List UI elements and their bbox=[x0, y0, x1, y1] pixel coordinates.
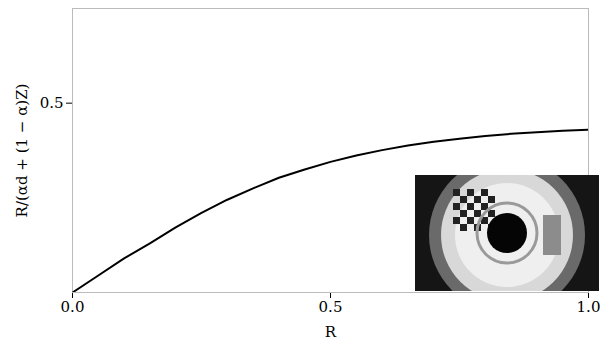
svg-text:0.0: 0.0 bbox=[61, 298, 85, 316]
svg-text:R/(αd + (1 − α)Z): R/(αd + (1 − α)Z) bbox=[13, 84, 31, 218]
svg-text:0.5: 0.5 bbox=[40, 94, 64, 112]
svg-text:0.5: 0.5 bbox=[319, 298, 343, 316]
svg-text:1.0: 1.0 bbox=[577, 298, 601, 316]
svg-text:R: R bbox=[325, 323, 337, 341]
